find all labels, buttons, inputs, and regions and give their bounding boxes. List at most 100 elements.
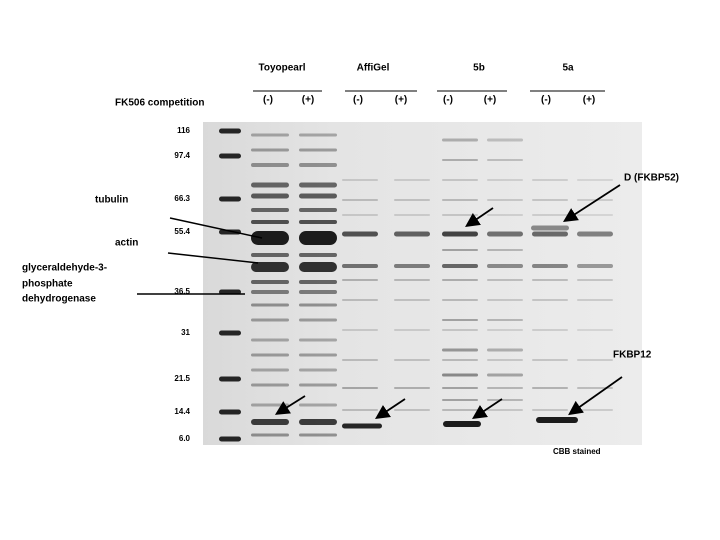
mw-label: 55.4 [174, 227, 190, 236]
band [394, 264, 430, 268]
band [442, 138, 478, 142]
band [487, 373, 523, 377]
arrows [274, 184, 623, 419]
band [487, 329, 523, 331]
lane-title: Toyopearl [258, 63, 305, 74]
band [219, 436, 241, 442]
band [251, 419, 289, 425]
protein-label: dehydrogenase [22, 294, 96, 305]
band [487, 359, 523, 361]
band [442, 199, 478, 201]
band [487, 138, 523, 142]
band [442, 179, 478, 181]
band [442, 373, 478, 377]
band [299, 280, 337, 284]
band [251, 220, 289, 224]
band [487, 399, 523, 401]
band [577, 179, 613, 181]
band [219, 128, 241, 134]
band [251, 338, 289, 342]
lane-title: 5b [473, 63, 485, 74]
band [299, 208, 337, 212]
band [251, 231, 289, 245]
band [487, 279, 523, 281]
band [577, 199, 613, 201]
mw-label: 31 [181, 328, 190, 337]
band [577, 359, 613, 361]
band [394, 329, 430, 331]
band [487, 264, 523, 268]
band [532, 179, 568, 181]
band [394, 231, 430, 237]
band [487, 214, 523, 216]
band [299, 253, 337, 257]
band [251, 403, 289, 407]
band [251, 253, 289, 257]
band [219, 330, 241, 336]
band [394, 359, 430, 361]
condition-label: (+) [302, 95, 315, 106]
band [342, 231, 378, 237]
condition-label: (-) [263, 95, 273, 106]
band [299, 262, 337, 272]
band [532, 279, 568, 281]
band [487, 249, 523, 251]
band [394, 279, 430, 281]
band [342, 387, 378, 389]
band [532, 409, 568, 411]
band [442, 387, 478, 389]
band [577, 299, 613, 301]
condition-label: (+) [484, 95, 497, 106]
band [442, 249, 478, 251]
band [487, 159, 523, 161]
condition-label: (-) [541, 95, 551, 106]
band [577, 387, 613, 389]
band [342, 264, 378, 268]
protein-label: actin [115, 238, 138, 249]
band [487, 231, 523, 237]
band [577, 214, 613, 216]
band [299, 182, 337, 188]
band [251, 383, 289, 387]
gel-bands [219, 128, 613, 442]
band [342, 199, 378, 201]
band [442, 319, 478, 321]
band [577, 264, 613, 268]
band [577, 279, 613, 281]
band [532, 299, 568, 301]
band [394, 409, 430, 411]
band [342, 279, 378, 281]
mw-label: 6.0 [179, 434, 191, 443]
band [299, 290, 337, 294]
mw-label: 116 [177, 126, 190, 135]
band [219, 229, 241, 235]
band [299, 163, 337, 167]
band [532, 387, 568, 389]
band [299, 419, 337, 425]
band [342, 179, 378, 181]
band [299, 193, 337, 199]
protein-label: tubulin [95, 195, 128, 206]
band [442, 409, 478, 411]
band [251, 433, 289, 437]
band [577, 329, 613, 331]
band [251, 290, 289, 294]
protein-label: FKBP12 [613, 350, 652, 361]
band [532, 231, 568, 237]
band [299, 433, 337, 437]
lane-title: 5a [562, 63, 574, 74]
condition-label: (-) [443, 95, 453, 106]
band [342, 214, 378, 216]
band [299, 148, 337, 152]
band [299, 318, 337, 322]
band [577, 231, 613, 237]
band [299, 353, 337, 357]
band [251, 133, 289, 137]
band [299, 220, 337, 224]
band [342, 359, 378, 361]
band [536, 417, 578, 423]
mw-label: 97.4 [174, 151, 190, 160]
band [342, 409, 378, 411]
band [219, 153, 241, 159]
